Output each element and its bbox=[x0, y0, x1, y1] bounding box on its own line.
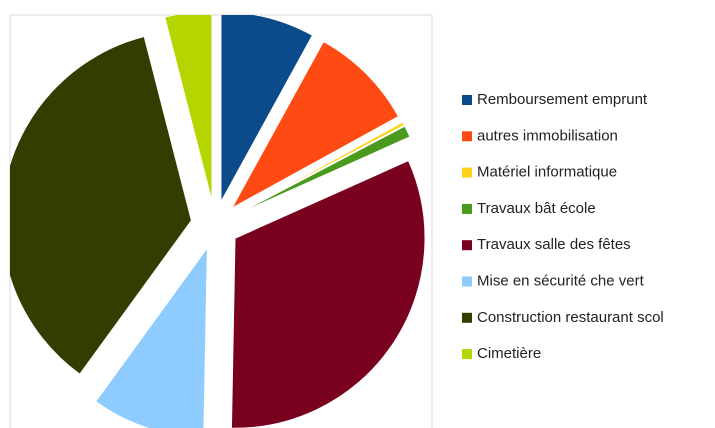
legend-swatch bbox=[462, 349, 472, 360]
pie bbox=[10, 15, 426, 428]
legend-label: Travaux salle des fêtes bbox=[477, 236, 631, 253]
legend-swatch bbox=[462, 95, 472, 105]
legend-label: Cimetière bbox=[477, 345, 541, 362]
legend-label: autres immobilisation bbox=[477, 127, 618, 144]
pie-slice bbox=[235, 121, 406, 215]
legend-swatch bbox=[462, 131, 472, 142]
pie-slice bbox=[230, 159, 426, 428]
legend-label: Travaux bât école bbox=[477, 200, 596, 217]
pie-slice bbox=[220, 15, 314, 202]
legend-swatch bbox=[462, 167, 472, 178]
legend-label: Matériel informatique bbox=[477, 164, 617, 181]
pie-slice bbox=[230, 40, 400, 210]
pie-slice bbox=[164, 15, 213, 202]
legend-swatch bbox=[462, 240, 472, 251]
legend-label: Mise en sécurité che vert bbox=[477, 272, 645, 289]
legend-swatch bbox=[462, 203, 472, 214]
pie-slice bbox=[236, 125, 411, 215]
pie-slice bbox=[10, 35, 192, 375]
legend-label: Construction restaurant scol bbox=[477, 309, 664, 326]
legend-label: Remboursement emprunt bbox=[477, 91, 648, 108]
legend-swatch bbox=[462, 312, 472, 323]
legend-swatch bbox=[462, 276, 472, 287]
